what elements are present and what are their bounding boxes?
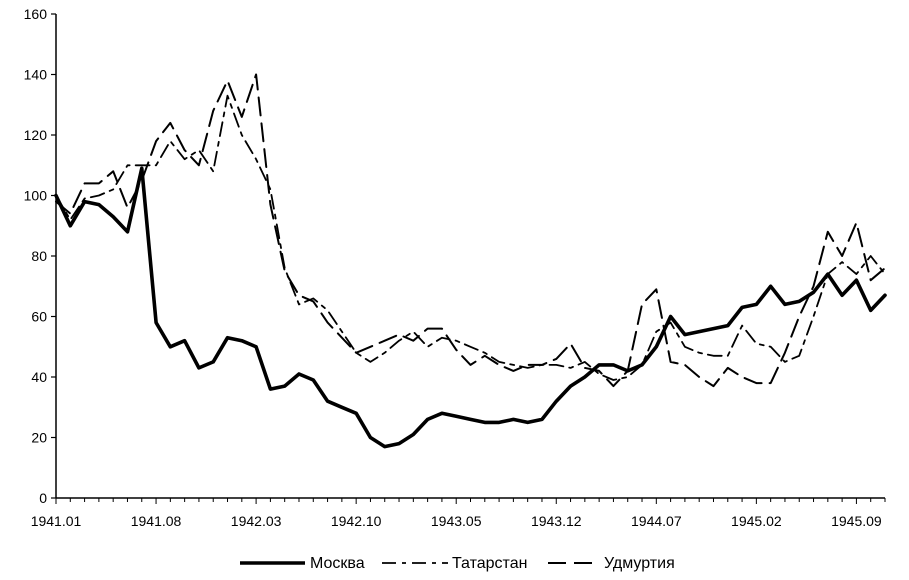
x-tick-label: 1944.07 [631,513,682,529]
legend-label: Татарстан [452,555,527,572]
y-tick-label: 20 [31,430,47,446]
y-tick-label: 40 [31,369,47,385]
x-tick-label: 1942.10 [331,513,382,529]
series-moskva-line [54,166,887,449]
y-tick-label: 140 [24,67,48,83]
x-tick-label: 1943.05 [431,513,482,529]
x-tick-label: 1943.12 [531,513,582,529]
x-tick-label: 1945.09 [831,513,882,529]
y-tick-label: 120 [24,127,48,143]
x-tick-label: 1941.08 [131,513,182,529]
x-tick-label: 1945.02 [731,513,782,529]
y-tick-label: 160 [24,6,48,22]
y-tick-label: 60 [31,309,47,325]
y-tick-label: 0 [39,490,47,506]
y-tick-label: 100 [24,188,48,204]
y-tick-label: 80 [31,248,47,264]
x-tick-label: 1941.01 [31,513,82,529]
x-tick-label: 1942.03 [231,513,282,529]
series-udmurtiya-line [55,73,886,388]
legend-label: Москва [310,555,365,572]
series-tatarstan-line [55,94,886,381]
legend-label: Удмуртия [604,555,675,572]
